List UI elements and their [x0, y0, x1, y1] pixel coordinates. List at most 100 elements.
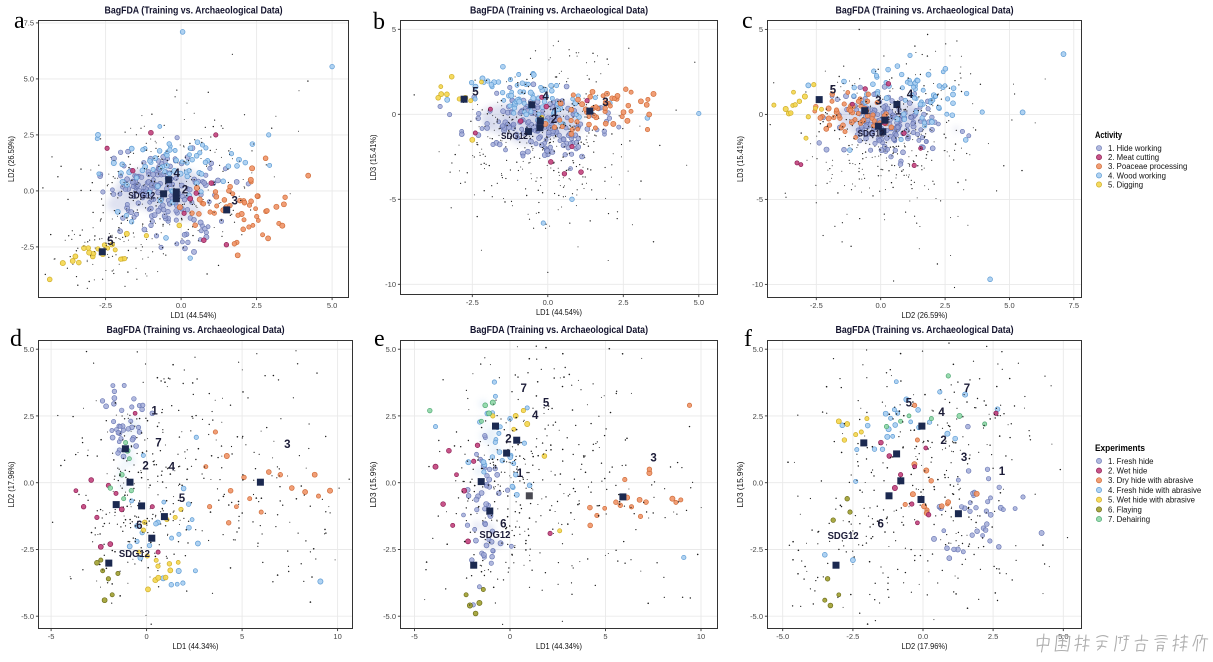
svg-text:BagFDA (Training vs. Archaeolo: BagFDA (Training vs. Archaeological Data… — [470, 5, 648, 17]
svg-text:1. Fresh hide: 1. Fresh hide — [1108, 457, 1154, 466]
svg-text:SDG12: SDG12 — [479, 530, 510, 541]
svg-text:5.0: 5.0 — [1004, 301, 1014, 310]
svg-text:3: 3 — [232, 195, 238, 207]
svg-text:3. Dry hide with abrasive: 3. Dry hide with abrasive — [1108, 476, 1193, 485]
svg-text:1: 1 — [552, 107, 559, 119]
svg-text:2: 2 — [505, 434, 511, 446]
svg-text:5.0: 5.0 — [1058, 632, 1068, 641]
svg-text:-10: -10 — [385, 280, 396, 289]
svg-text:2.5: 2.5 — [386, 412, 396, 421]
svg-text:-5.0: -5.0 — [21, 612, 34, 621]
svg-text:1: 1 — [999, 466, 1006, 478]
svg-text:0.0: 0.0 — [753, 479, 763, 488]
svg-text:-2.5: -2.5 — [466, 298, 479, 307]
svg-text:-5.0: -5.0 — [750, 612, 763, 621]
svg-text:-2.5: -2.5 — [21, 243, 34, 252]
svg-text:2. Wet hide: 2. Wet hide — [1108, 467, 1147, 476]
svg-text:10: 10 — [697, 632, 705, 641]
svg-text:LD3 (15.41%): LD3 (15.41%) — [368, 134, 378, 180]
svg-text:0: 0 — [508, 632, 512, 641]
svg-text:5.0: 5.0 — [753, 345, 763, 354]
svg-text:0: 0 — [392, 110, 396, 119]
svg-text:5.0: 5.0 — [694, 298, 704, 307]
svg-text:-5.0: -5.0 — [383, 612, 396, 621]
svg-text:-2.5: -2.5 — [383, 545, 396, 554]
svg-text:2: 2 — [182, 185, 188, 197]
svg-text:0.0: 0.0 — [176, 301, 186, 310]
svg-text:7: 7 — [521, 383, 527, 395]
svg-text:f: f — [744, 326, 752, 352]
svg-text:5: 5 — [543, 398, 550, 410]
svg-text:LD2 (26.59%): LD2 (26.59%) — [6, 136, 16, 182]
svg-text:-10: -10 — [752, 280, 763, 289]
svg-text:BagFDA (Training vs. Archaeolo: BagFDA (Training vs. Archaeological Data… — [107, 324, 285, 336]
svg-text:6. Flaying: 6. Flaying — [1108, 505, 1142, 514]
svg-text:LD3 (15.41%): LD3 (15.41%) — [735, 136, 745, 182]
svg-text:LD2 (17.96%): LD2 (17.96%) — [902, 641, 948, 651]
svg-text:0.0: 0.0 — [24, 187, 34, 196]
svg-text:4. Wood working: 4. Wood working — [1108, 171, 1166, 180]
svg-text:1: 1 — [517, 468, 524, 480]
svg-text:SDG12: SDG12 — [828, 531, 859, 542]
svg-text:SDG12: SDG12 — [858, 129, 885, 140]
svg-text:-5: -5 — [411, 632, 418, 641]
svg-text:5. Wet hide with abrasive: 5. Wet hide with abrasive — [1108, 496, 1195, 505]
svg-text:2: 2 — [940, 435, 946, 447]
svg-text:LD1 (44.54%): LD1 (44.54%) — [171, 310, 217, 320]
svg-text:4: 4 — [542, 91, 549, 103]
svg-text:5. Digging: 5. Digging — [1108, 180, 1143, 189]
svg-text:2.5: 2.5 — [618, 298, 628, 307]
svg-text:LD3 (15.9%): LD3 (15.9%) — [735, 461, 745, 507]
svg-text:3: 3 — [284, 439, 290, 451]
svg-text:5.0: 5.0 — [386, 345, 396, 354]
svg-text:BagFDA (Training vs. Archaeolo: BagFDA (Training vs. Archaeological Data… — [105, 5, 283, 17]
svg-text:5: 5 — [107, 236, 114, 248]
svg-text:LD3 (15.9%): LD3 (15.9%) — [368, 461, 378, 507]
svg-text:2: 2 — [142, 460, 148, 472]
svg-text:3: 3 — [961, 452, 967, 464]
svg-text:3. Poaceae processing: 3. Poaceae processing — [1108, 162, 1187, 171]
svg-text:5: 5 — [830, 84, 837, 96]
svg-text:-2.5: -2.5 — [99, 301, 112, 310]
svg-text:LD1 (44.34%): LD1 (44.34%) — [173, 641, 219, 651]
svg-text:LD1 (44.54%): LD1 (44.54%) — [536, 307, 582, 317]
svg-text:6: 6 — [500, 519, 506, 531]
svg-text:1: 1 — [895, 105, 902, 117]
svg-text:Activity: Activity — [1095, 130, 1123, 140]
svg-text:4: 4 — [532, 410, 539, 422]
svg-text:3: 3 — [650, 452, 656, 464]
svg-text:a: a — [14, 8, 25, 34]
svg-text:7.5: 7.5 — [1069, 301, 1079, 310]
svg-text:2.5: 2.5 — [24, 412, 34, 421]
svg-text:LD2 (26.59%): LD2 (26.59%) — [902, 310, 948, 320]
svg-text:-2.5: -2.5 — [750, 545, 763, 554]
svg-text:Experiments: Experiments — [1095, 443, 1145, 453]
svg-text:4: 4 — [169, 462, 176, 474]
svg-text:7: 7 — [155, 438, 161, 450]
svg-text:-5.0: -5.0 — [776, 632, 789, 641]
svg-text:10: 10 — [333, 632, 341, 641]
svg-text:5: 5 — [759, 25, 763, 34]
svg-text:4: 4 — [174, 168, 181, 180]
svg-text:5: 5 — [603, 632, 607, 641]
svg-text:0: 0 — [145, 632, 149, 641]
svg-text:-2.5: -2.5 — [810, 301, 823, 310]
svg-text:5: 5 — [179, 493, 186, 505]
svg-text:5.0: 5.0 — [327, 301, 337, 310]
svg-text:-5: -5 — [756, 195, 763, 204]
svg-text:6: 6 — [136, 520, 142, 532]
svg-text:0.0: 0.0 — [386, 479, 396, 488]
svg-text:2: 2 — [551, 114, 557, 126]
svg-text:5: 5 — [472, 87, 479, 99]
svg-text:LD1 (44.34%): LD1 (44.34%) — [536, 641, 582, 651]
svg-text:5: 5 — [240, 632, 244, 641]
svg-text:7.5: 7.5 — [24, 19, 34, 28]
svg-text:d: d — [10, 326, 22, 352]
svg-text:BagFDA (Training vs. Archaeolo: BagFDA (Training vs. Archaeological Data… — [470, 324, 648, 336]
svg-text:0.0: 0.0 — [543, 298, 553, 307]
svg-text:BagFDA (Training vs. Archaeolo: BagFDA (Training vs. Archaeological Data… — [836, 324, 1014, 336]
svg-text:-5: -5 — [48, 632, 55, 641]
svg-text:6: 6 — [878, 519, 884, 531]
svg-text:2. Meat cutting: 2. Meat cutting — [1108, 153, 1159, 162]
svg-text:0: 0 — [759, 110, 763, 119]
